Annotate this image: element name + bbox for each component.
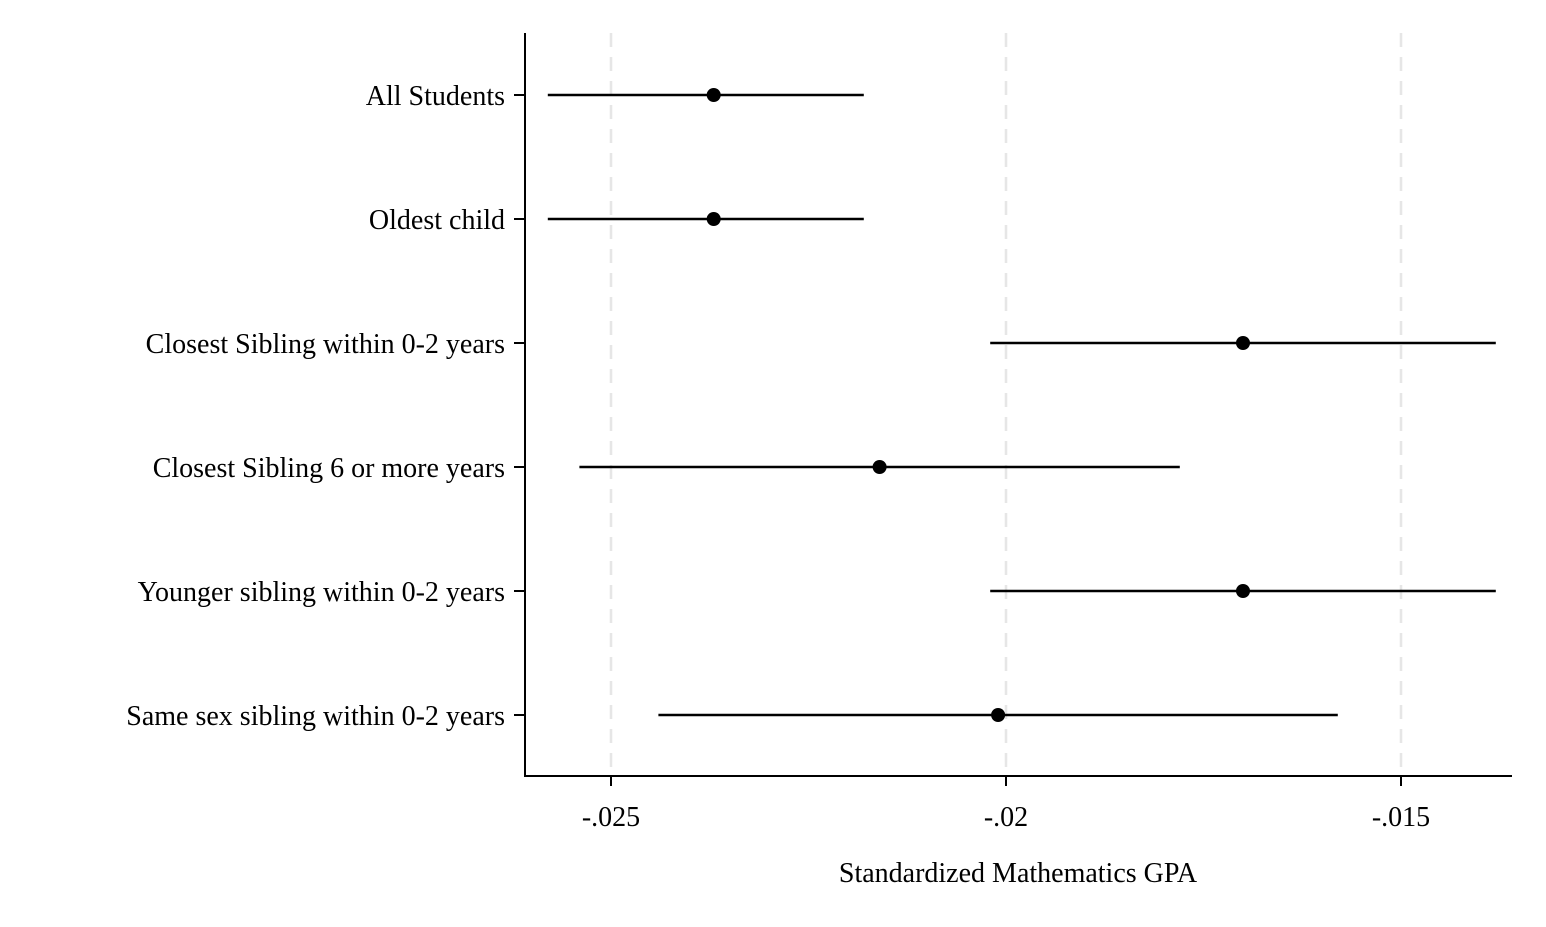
axes: [524, 33, 1512, 777]
estimates-series: [547, 88, 1496, 722]
x-tick-label-0: -.025: [582, 802, 640, 833]
point-estimate-5: [991, 708, 1006, 722]
point-estimate-4: [1236, 584, 1250, 598]
x-tick-label-2: -.015: [1372, 802, 1430, 833]
x-axis-title: Standardized Mathematics GPA: [839, 858, 1198, 889]
y-tick-label-2: Closest Sibling within 0-2 years: [146, 329, 505, 360]
point-estimate-1: [706, 212, 721, 226]
y-tick-label-0: All Students: [366, 81, 505, 112]
y-tick-label-3: Closest Sibling 6 or more years: [153, 453, 505, 484]
point-estimate-3: [872, 460, 887, 474]
y-tick-label-5: Same sex sibling within 0-2 years: [126, 701, 505, 732]
grid-lines: [609, 33, 1403, 776]
point-estimate-0: [706, 88, 721, 102]
point-estimate-2: [1236, 336, 1250, 350]
y-tick-label-1: Oldest child: [369, 205, 505, 236]
x-ticks: -.025 -.02 -.015: [582, 776, 1430, 833]
y-ticks: All Students Oldest child Closest Sibling …: [126, 81, 525, 732]
x-tick-label-1: -.02: [984, 802, 1028, 833]
y-tick-label-4: Younger sibling within 0-2 years: [138, 577, 505, 608]
